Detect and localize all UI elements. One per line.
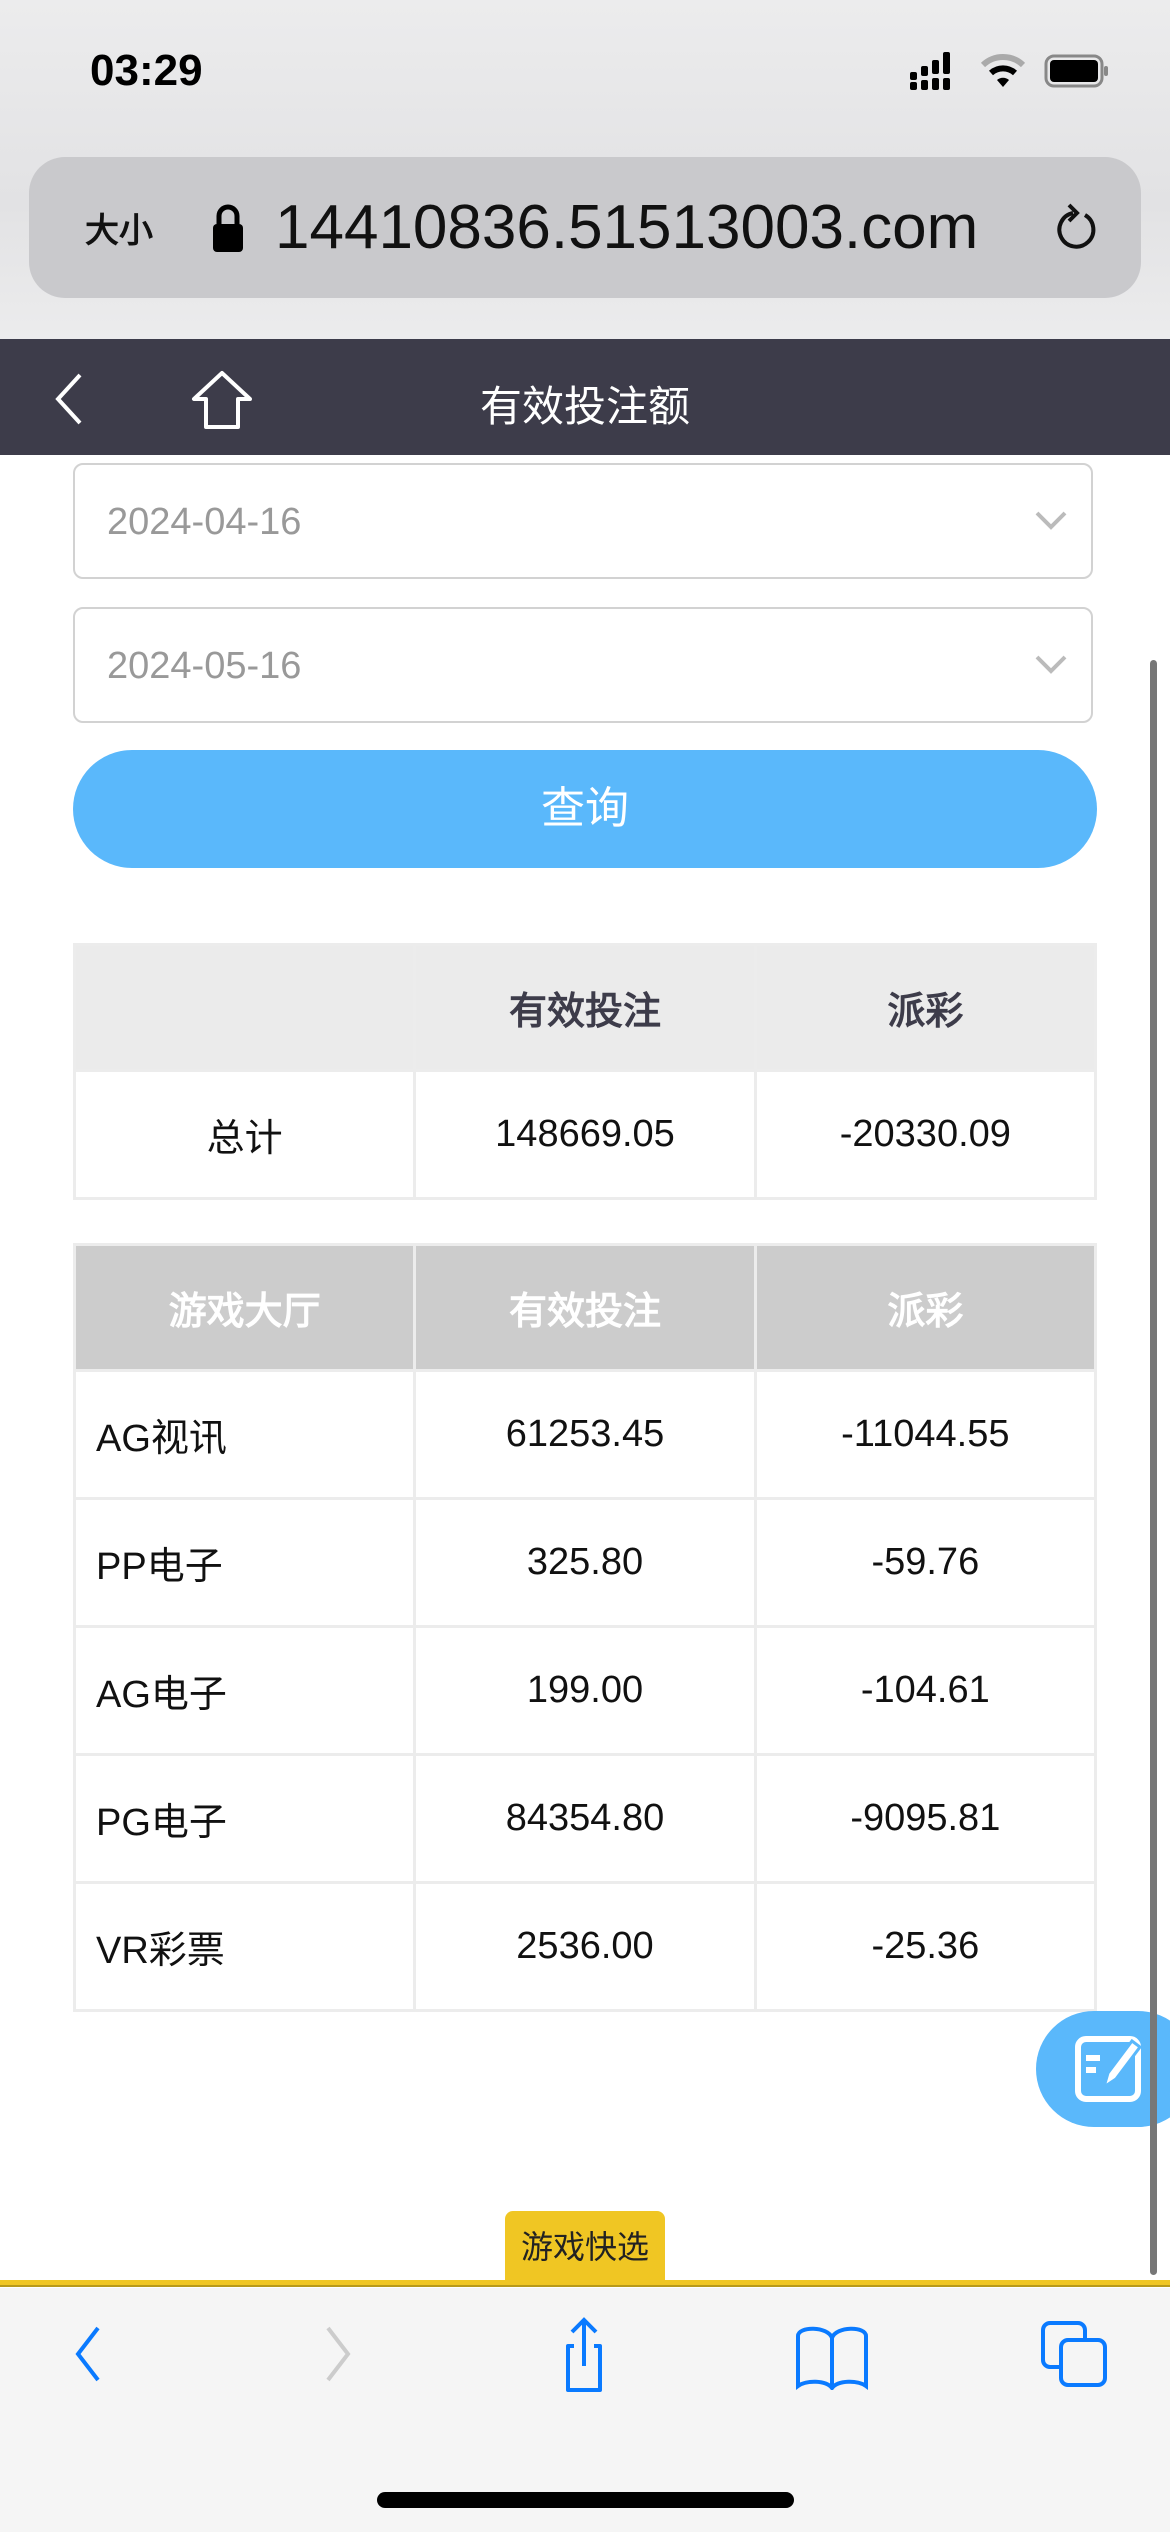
quick-select-divider: [0, 2280, 1170, 2287]
status-icons: [910, 52, 1110, 90]
column-header: 游戏大厅: [72, 1243, 417, 1372]
edit-icon: [1075, 2036, 1143, 2102]
url-text[interactable]: 14410836.51513003.com: [275, 193, 979, 262]
tabs-icon[interactable]: [1040, 2320, 1110, 2388]
detail-table: 游戏大厅 有效投注 派彩 AG视讯 61253.45 -11044.55 PP电子 3…: [72, 1243, 1098, 2012]
back-icon[interactable]: [68, 2324, 108, 2384]
forward-icon[interactable]: [318, 2324, 358, 2384]
column-header: [72, 943, 417, 1072]
summary-table: 有效投注 派彩 总计 148669.05 -20330.09: [72, 943, 1098, 1200]
page-title: 有效投注额: [479, 383, 690, 430]
payout: -104.61: [753, 1625, 1098, 1756]
home-indicator: [377, 2492, 794, 2508]
floating-edit-button[interactable]: [1036, 2011, 1170, 2127]
column-header: 派彩: [753, 943, 1098, 1072]
column-header: 有效投注: [413, 1243, 757, 1372]
bookmarks-icon[interactable]: [794, 2324, 870, 2390]
payout: -11044.55: [753, 1369, 1098, 1500]
column-header: 有效投注: [413, 943, 757, 1072]
wifi-icon: [980, 54, 1026, 87]
text-size-button[interactable]: 大小: [85, 212, 153, 250]
hall-name: PP电子: [72, 1497, 417, 1628]
payout: -25.36: [753, 1881, 1098, 2012]
payout: -59.76: [753, 1497, 1098, 1628]
valid-bet: 84354.80: [413, 1753, 757, 1884]
end-date-select[interactable]: 2024-05-16: [73, 607, 1093, 723]
table-row: PG电子 84354.80 -9095.81: [72, 1753, 1098, 1884]
end-date-value: 2024-05-16: [107, 645, 302, 687]
total-valid-bet: 148669.05: [413, 1069, 757, 1200]
browser-chrome: 03:29 大小 14410836.51513003.com: [0, 0, 1170, 339]
valid-bet: 199.00: [413, 1625, 757, 1756]
valid-bet: 2536.00: [413, 1881, 757, 2012]
summary-header-row: 有效投注 派彩: [72, 943, 1098, 1072]
column-header: 派彩: [753, 1243, 1098, 1372]
hall-name: AG电子: [72, 1625, 417, 1756]
total-label: 总计: [72, 1069, 417, 1200]
home-icon[interactable]: [190, 369, 254, 429]
browser-toolbar: [0, 2288, 1170, 2532]
address-bar[interactable]: 大小 14410836.51513003.com: [29, 157, 1141, 298]
payout: -9095.81: [753, 1753, 1098, 1884]
chevron-down-icon: [1035, 655, 1067, 674]
valid-bet: 61253.45: [413, 1369, 757, 1500]
valid-bet: 325.80: [413, 1497, 757, 1628]
detail-header-row: 游戏大厅 有效投注 派彩: [72, 1243, 1098, 1372]
table-row: VR彩票 2536.00 -25.36: [72, 1881, 1098, 2012]
page-header: 有效投注额: [0, 339, 1170, 455]
scrollbar[interactable]: [1150, 660, 1157, 2275]
back-icon[interactable]: [50, 371, 86, 427]
hall-name: AG视讯: [72, 1369, 417, 1500]
table-row: AG电子 199.00 -104.61: [72, 1625, 1098, 1756]
quick-select-tab[interactable]: 游戏快选: [505, 2211, 665, 2283]
query-button[interactable]: 查询: [73, 750, 1097, 868]
chevron-down-icon: [1035, 511, 1067, 530]
share-icon[interactable]: [552, 2316, 616, 2392]
table-row: PP电子 325.80 -59.76: [72, 1497, 1098, 1628]
start-date-select[interactable]: 2024-04-16: [73, 463, 1093, 579]
hall-name: PG电子: [72, 1753, 417, 1884]
status-time: 03:29: [90, 46, 203, 95]
hall-name: VR彩票: [72, 1881, 417, 2012]
signal-icon: [910, 52, 950, 90]
total-row: 总计 148669.05 -20330.09: [72, 1069, 1098, 1200]
start-date-value: 2024-04-16: [107, 501, 302, 543]
table-row: AG视讯 61253.45 -11044.55: [72, 1369, 1098, 1500]
battery-icon: [1044, 54, 1108, 88]
lock-icon: [213, 204, 243, 252]
total-payout: -20330.09: [753, 1069, 1098, 1200]
reload-icon[interactable]: [1055, 203, 1101, 255]
